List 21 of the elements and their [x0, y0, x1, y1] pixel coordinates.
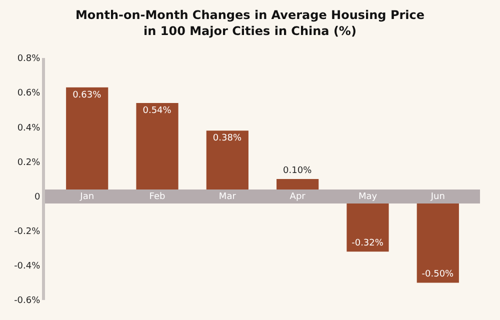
data-label: 0.38%: [212, 134, 242, 144]
x-tick-label: Apr: [290, 192, 306, 202]
y-tick-label: 0.2%: [17, 158, 41, 168]
data-label: -0.32%: [352, 238, 384, 249]
x-tick-label: Feb: [149, 192, 166, 202]
x-tick-label: Jan: [79, 192, 94, 202]
chart-title: Month-on-Month Changes in Average Housing Price in 100 Major Cities in China (%): [75, 8, 425, 38]
data-label: 0.54%: [142, 106, 172, 116]
y-tick-label: 0: [34, 192, 40, 202]
x-tick-label: Mar: [218, 192, 236, 202]
data-label: 0.10%: [283, 166, 312, 176]
y-tick-label: -0.4%: [14, 262, 41, 272]
y-tick-label: 0.8%: [17, 54, 41, 64]
x-tick-label: May: [358, 192, 378, 202]
y-tick-label: -0.6%: [14, 296, 41, 306]
y-tick-label: 0.4%: [17, 123, 41, 134]
y-tick-label: -0.2%: [14, 227, 41, 238]
x-tick-label: Jun: [430, 192, 445, 202]
data-label: 0.63%: [72, 90, 102, 100]
y-tick-label: 0.6%: [17, 88, 41, 99]
data-label: -0.50%: [422, 270, 454, 280]
